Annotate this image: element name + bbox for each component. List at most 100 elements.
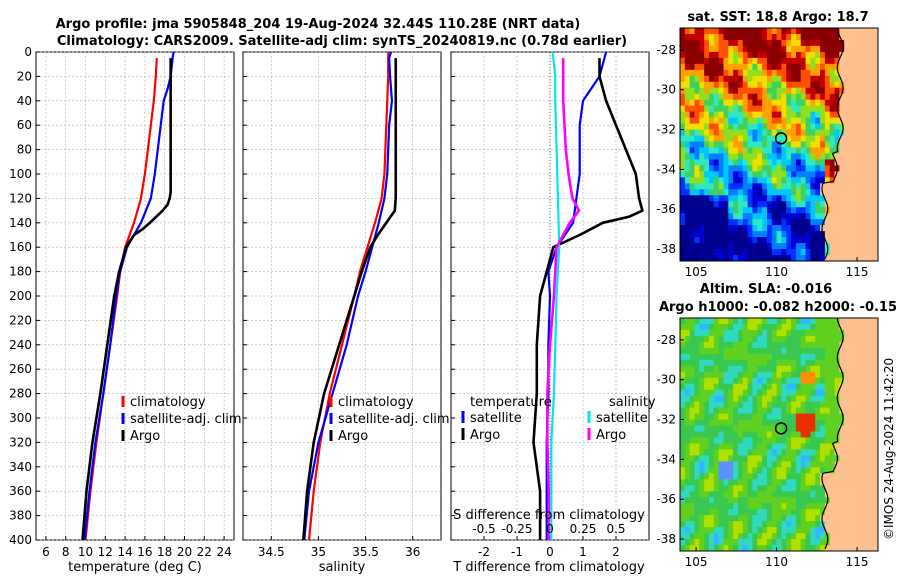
map-cell (834, 347, 840, 355)
map-cell (708, 45, 715, 53)
map-cell (829, 87, 836, 95)
map-cell (757, 551, 762, 558)
map-cell (680, 165, 686, 172)
map-cell (805, 377, 811, 385)
map-cell (868, 419, 874, 427)
map-cell (795, 545, 802, 551)
map-cell (747, 141, 754, 149)
map-cell (776, 177, 783, 184)
map-cell (839, 491, 845, 498)
map-cell (689, 33, 696, 41)
map-cell (771, 389, 778, 397)
map-cell (815, 437, 821, 445)
map-cell (771, 473, 778, 480)
map-cell (878, 142, 883, 149)
map-cell (737, 467, 744, 474)
map-cell (776, 183, 783, 190)
map-cell (757, 81, 763, 89)
map-cell (757, 395, 763, 403)
map-cell (805, 219, 811, 226)
map-cell (810, 551, 815, 558)
map-cell (863, 213, 869, 220)
map-cell (699, 401, 705, 409)
map-cell (824, 195, 831, 202)
map-cell (824, 461, 831, 468)
map-cell (829, 81, 836, 89)
map-cell (737, 473, 744, 480)
map-cell (718, 141, 725, 149)
map-cell (849, 171, 855, 178)
map-cell (791, 353, 797, 361)
map-cell (684, 347, 691, 355)
map-cell (810, 467, 816, 474)
map-cell (844, 28, 850, 35)
map-cell (776, 135, 783, 143)
map-cell (694, 485, 700, 492)
map-cell (708, 171, 715, 178)
map-cell (839, 75, 845, 83)
map-cell (878, 545, 883, 552)
map-cell (689, 249, 696, 256)
map-cell (713, 395, 720, 403)
map-cell (699, 225, 705, 232)
map-cell (791, 147, 797, 155)
map-cell (805, 473, 811, 480)
map-cell (878, 88, 883, 95)
map-cell (689, 147, 696, 155)
map-cell (829, 521, 836, 528)
map-cell (747, 359, 754, 367)
map-cell (718, 527, 725, 534)
map-cell (863, 183, 869, 190)
map-cell (791, 45, 797, 53)
map-cell (795, 527, 802, 534)
map-cell (810, 449, 816, 457)
map-cell (858, 485, 865, 492)
map-cell (849, 527, 855, 534)
sst-map: sat. SST: 18.8 Argo: 18.7 105 110 115-28-3… (656, 10, 883, 279)
map-cell (791, 213, 797, 220)
map-cell (719, 551, 724, 558)
map-cell (728, 51, 734, 59)
map-cell (776, 201, 783, 208)
map-cell (708, 443, 715, 451)
map-cell (791, 141, 797, 149)
map-cell (718, 413, 725, 421)
map-cell (694, 318, 700, 325)
x-tick-label: -2 (478, 545, 490, 559)
map-cell (723, 153, 729, 161)
map-cell (820, 443, 826, 451)
map-cell (680, 147, 686, 155)
map-cell (742, 413, 749, 421)
map-cell (723, 413, 729, 421)
map-cell (766, 135, 773, 143)
map-cell (752, 533, 758, 540)
map-cell (708, 389, 715, 397)
map-cell (829, 51, 836, 59)
map-cell (868, 431, 874, 439)
legend-temperature: temperature (470, 395, 552, 410)
map-cell (762, 183, 768, 190)
map-cell (849, 189, 855, 196)
map-cell (718, 329, 725, 337)
map-cell (752, 213, 758, 220)
map-cell (873, 45, 878, 53)
map-cell (863, 111, 869, 119)
map-cell (776, 99, 783, 107)
map-cell (829, 69, 836, 77)
map-cell (747, 353, 754, 361)
map-cell (815, 231, 821, 238)
map-cell (708, 395, 715, 403)
map-cell (723, 467, 729, 474)
map-cell (853, 377, 860, 385)
map-cell (757, 261, 762, 268)
map-cell (747, 521, 754, 528)
map-cell (824, 231, 831, 238)
map-cell (815, 335, 821, 343)
map-cell (834, 171, 840, 178)
map-cell (689, 443, 696, 451)
map-cell (742, 383, 749, 391)
map-cell (689, 153, 696, 161)
map-cell (699, 359, 705, 367)
map-cell (680, 75, 686, 83)
map-cell (684, 123, 691, 131)
